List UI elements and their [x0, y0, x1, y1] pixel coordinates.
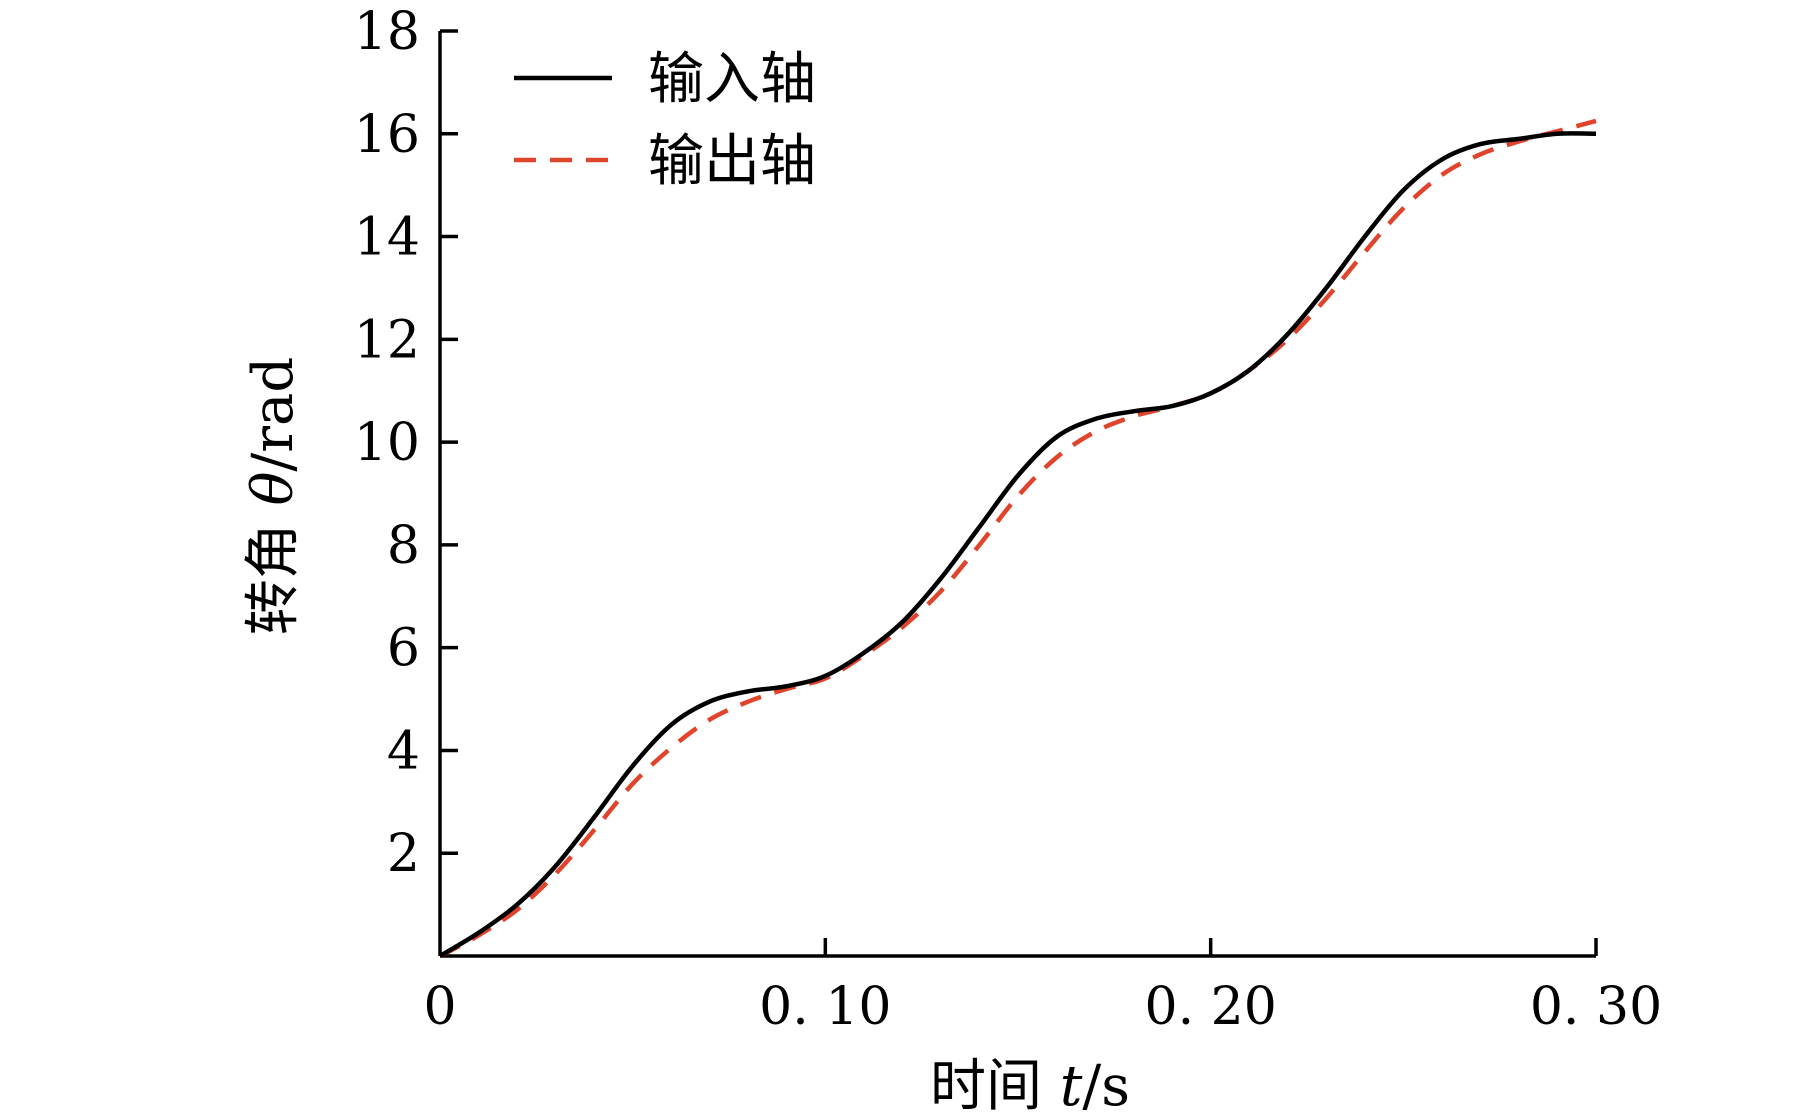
axes: 2 4 6 8 10 12 14 16 18 0 0. 10 0. 20 0. 30 [354, 2, 1662, 1037]
y-tick-label: 16 [354, 105, 420, 165]
x-axis-title-suffix: /s [1082, 1054, 1130, 1119]
y-tick-label: 10 [354, 413, 420, 473]
series-line-output-shaft [438, 118, 1597, 958]
y-axis-title: 转角 θ/rad [241, 357, 306, 635]
y-tick-label: 2 [387, 824, 420, 884]
y-axis-title-prefix: 转角 [241, 505, 306, 635]
x-tick-label: 0. 30 [1530, 977, 1662, 1037]
series-layer [438, 118, 1597, 958]
y-axis-title-suffix: /rad [241, 357, 306, 472]
x-axis-title: 时间 t/s [930, 1054, 1130, 1119]
x-axis-title-var: t [1060, 1054, 1083, 1119]
y-tick-label: 8 [387, 516, 420, 576]
y-tick-label: 18 [354, 2, 420, 62]
y-tick-label: 4 [387, 721, 420, 781]
x-tick-label: 0. 20 [1145, 977, 1277, 1037]
series-line-input-shaft [438, 131, 1597, 958]
legend-label-input-shaft: 输入轴 [648, 47, 816, 112]
y-axis-title-var: θ [241, 472, 306, 506]
y-tick-label: 14 [354, 208, 420, 268]
x-tick-label: 0. 10 [759, 977, 891, 1037]
legend-label-output-shaft: 输出轴 [648, 129, 816, 194]
x-tick-label: 0 [423, 977, 456, 1037]
x-axis-title-prefix: 时间 [930, 1054, 1060, 1119]
y-tick-label: 6 [387, 619, 420, 679]
y-tick-label: 12 [354, 310, 420, 370]
